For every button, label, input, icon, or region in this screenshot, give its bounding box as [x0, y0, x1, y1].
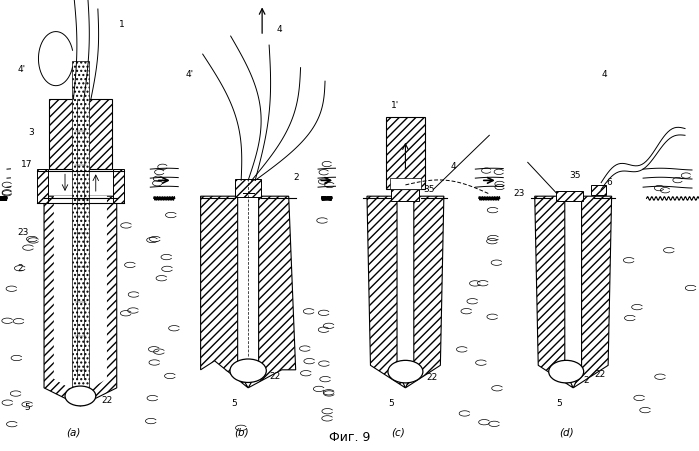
- Text: (b): (b): [234, 427, 248, 437]
- Text: 2: 2: [17, 263, 23, 272]
- Polygon shape: [591, 185, 606, 195]
- Text: 22: 22: [101, 396, 113, 405]
- Polygon shape: [201, 196, 248, 388]
- Text: 1': 1': [391, 101, 399, 110]
- Polygon shape: [44, 196, 117, 406]
- Circle shape: [230, 359, 266, 382]
- Text: (a): (a): [66, 427, 80, 437]
- Polygon shape: [573, 196, 612, 388]
- Polygon shape: [405, 196, 444, 388]
- Text: 2: 2: [294, 173, 299, 182]
- Text: 3: 3: [28, 128, 34, 137]
- Polygon shape: [390, 178, 421, 189]
- Text: 22: 22: [426, 373, 438, 382]
- Text: 35: 35: [423, 184, 434, 193]
- Text: (d): (d): [559, 427, 573, 437]
- Text: 4: 4: [276, 24, 282, 33]
- Polygon shape: [367, 196, 405, 388]
- Polygon shape: [391, 189, 419, 201]
- Text: 1: 1: [119, 20, 124, 29]
- Polygon shape: [556, 191, 583, 201]
- Text: 4': 4': [185, 69, 194, 78]
- Circle shape: [388, 360, 423, 383]
- Text: 17: 17: [21, 160, 32, 169]
- Text: 23: 23: [17, 227, 29, 236]
- Text: 22: 22: [594, 369, 605, 378]
- Polygon shape: [72, 61, 89, 388]
- Text: 5: 5: [231, 399, 237, 408]
- Polygon shape: [113, 169, 124, 203]
- Polygon shape: [49, 99, 112, 169]
- Text: 4: 4: [601, 69, 607, 78]
- Text: 5: 5: [389, 399, 394, 408]
- Polygon shape: [535, 196, 573, 388]
- Text: 2: 2: [584, 376, 589, 385]
- Polygon shape: [54, 196, 107, 395]
- Text: 22: 22: [269, 372, 280, 381]
- Text: 5: 5: [24, 403, 30, 412]
- Text: 5: 5: [556, 399, 562, 408]
- Polygon shape: [37, 169, 48, 203]
- Text: 23: 23: [514, 189, 525, 198]
- Text: 4: 4: [451, 162, 456, 171]
- Text: 4': 4': [17, 65, 26, 74]
- Text: (c): (c): [391, 427, 405, 437]
- Text: Фиг. 9: Фиг. 9: [329, 431, 370, 444]
- Polygon shape: [248, 196, 296, 388]
- Text: 6: 6: [607, 178, 612, 187]
- Polygon shape: [386, 117, 425, 189]
- Polygon shape: [235, 179, 261, 197]
- Circle shape: [549, 360, 584, 383]
- Text: 35: 35: [570, 171, 581, 180]
- Circle shape: [65, 386, 96, 406]
